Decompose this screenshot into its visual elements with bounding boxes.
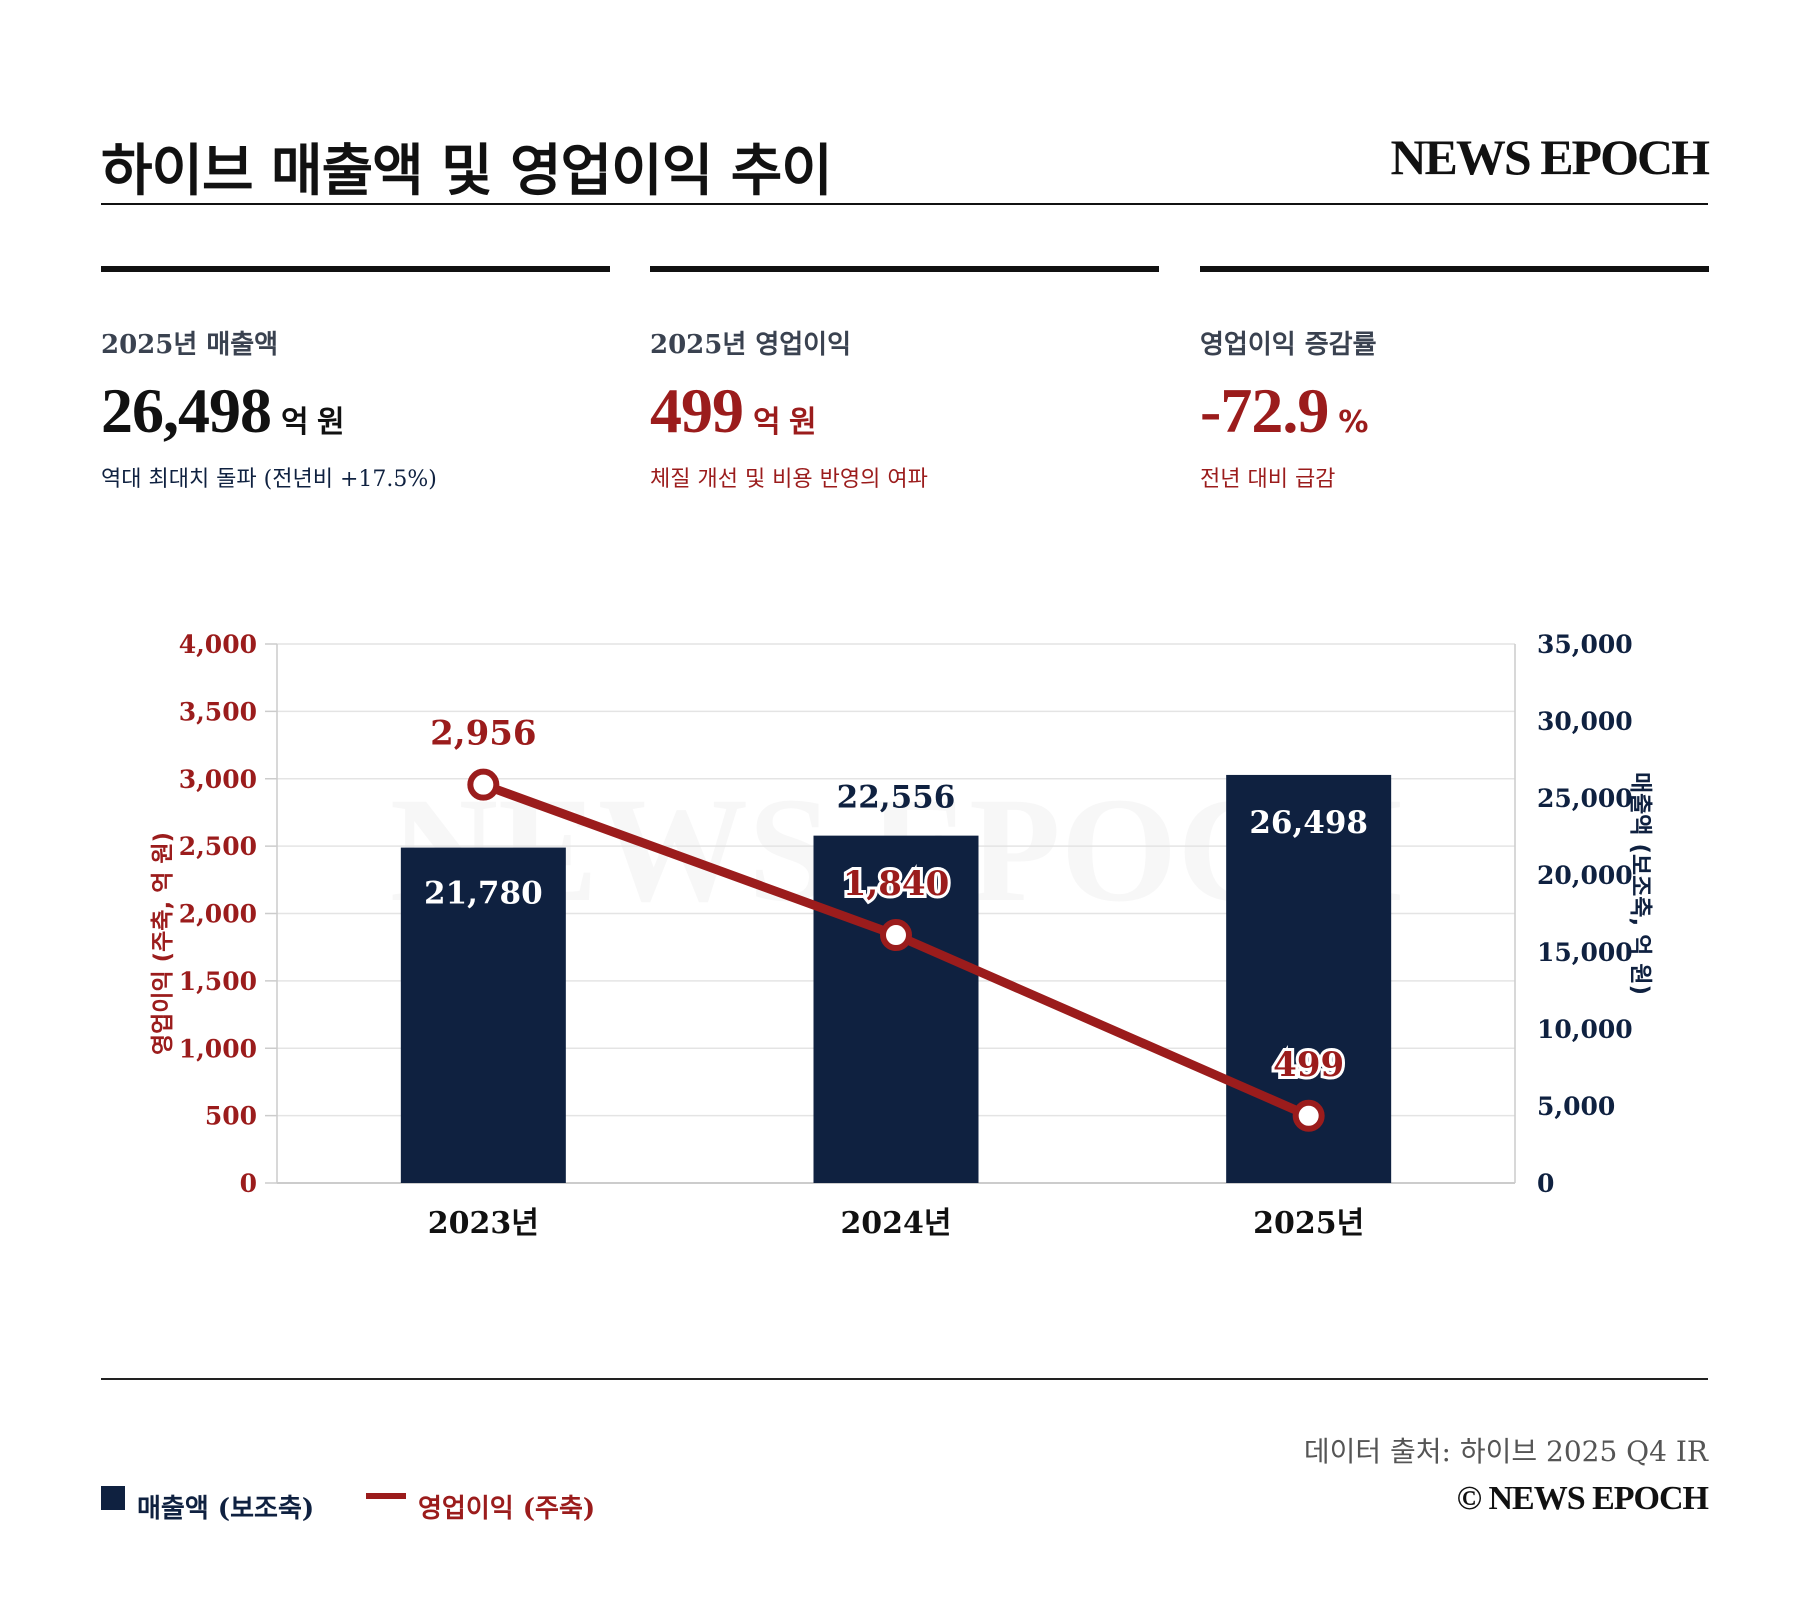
legend-label: 영업이익 (주축) bbox=[418, 1494, 596, 1524]
right-tick-label: 10,000 bbox=[1537, 1015, 1633, 1044]
combo-chart: NEWS EPOCH05001,0001,5002,0002,5003,0003… bbox=[150, 630, 1653, 1241]
stat-label: 2025년 영업이익 bbox=[650, 330, 852, 360]
stat-subtext: 전년 대비 급감 bbox=[1200, 467, 1336, 492]
profit-value-label: 499 bbox=[1273, 1045, 1344, 1085]
right-tick-label: 25,000 bbox=[1537, 784, 1633, 813]
stat-revenue: 2025년 매출액 26,498 억 원 역대 최대치 돌파 (전년비 +17.5… bbox=[101, 266, 610, 493]
stat-top-rule bbox=[101, 266, 610, 272]
left-tick-label: 2,000 bbox=[179, 900, 257, 929]
legend-item-profit: 영업이익 (주축) bbox=[366, 1488, 595, 1525]
left-tick-label: 4,000 bbox=[179, 630, 257, 659]
stat-number: -72.9 bbox=[1200, 375, 1329, 446]
bar-2023년 bbox=[400, 847, 566, 1183]
stat-change-rate: 영업이익 증감률 -72.9% 전년 대비 급감 bbox=[1200, 266, 1709, 493]
profit-point bbox=[880, 919, 912, 952]
page-title: 하이브 매출액 및 영업이익 추이 bbox=[101, 139, 833, 204]
right-tick-label: 5,000 bbox=[1537, 1092, 1615, 1121]
right-tick-label: 20,000 bbox=[1537, 861, 1633, 890]
left-tick-label: 0 bbox=[240, 1169, 257, 1198]
right-tick-label: 15,000 bbox=[1537, 938, 1633, 967]
stat-operating-profit: 2025년 영업이익 499 억 원 체질 개선 및 비용 반영의 여파 bbox=[650, 266, 1159, 493]
stat-top-rule bbox=[650, 266, 1159, 272]
stat-subtext: 체질 개선 및 비용 반영의 여파 bbox=[650, 467, 928, 492]
stat-label: 영업이익 증감률 bbox=[1200, 330, 1377, 360]
left-tick-label: 1,000 bbox=[179, 1034, 257, 1063]
x-tick-label: 2025년 bbox=[1253, 1206, 1364, 1241]
left-axis-title: 영업이익 (주축, 억 원) bbox=[150, 832, 176, 1055]
bar-value-label: 26,498 bbox=[1249, 805, 1368, 841]
bar-value-label: 21,780 bbox=[424, 876, 543, 912]
left-tick-label: 3,500 bbox=[179, 697, 257, 726]
legend-label: 매출액 (보조축) bbox=[137, 1494, 315, 1524]
left-tick-label: 1,500 bbox=[179, 967, 257, 996]
x-tick-label: 2024년 bbox=[840, 1206, 951, 1241]
bar-value-label: 22,556 bbox=[837, 780, 956, 816]
stat-value: 26,498 억 원 bbox=[101, 379, 610, 455]
left-tick-label: 2,500 bbox=[179, 832, 257, 861]
right-axis-title: 매출액 (보조축, 억 원) bbox=[1627, 772, 1653, 995]
footer-divider bbox=[101, 1378, 1708, 1380]
bar-2024년 bbox=[813, 835, 979, 1183]
left-tick-label: 500 bbox=[205, 1102, 257, 1131]
legend-item-revenue: 매출액 (보조축) bbox=[101, 1485, 315, 1525]
stat-value: 499 억 원 bbox=[650, 379, 1159, 455]
stat-unit: % bbox=[1338, 405, 1368, 440]
stat-value: -72.9% bbox=[1200, 379, 1709, 455]
stat-number: 26,498 bbox=[101, 375, 272, 446]
source-note: 데이터 출처: 하이브 2025 Q4 IR bbox=[1303, 1435, 1708, 1468]
right-tick-label: 30,000 bbox=[1537, 707, 1633, 736]
stat-unit: 억 원 bbox=[753, 405, 817, 440]
x-tick-label: 2023년 bbox=[428, 1206, 539, 1241]
header-divider bbox=[101, 203, 1708, 205]
left-tick-label: 3,000 bbox=[179, 765, 257, 794]
legend-swatch-bar bbox=[101, 1485, 125, 1510]
stat-number: 499 bbox=[650, 375, 744, 446]
legend-swatch-line bbox=[366, 1492, 406, 1499]
stat-label: 2025년 매출액 bbox=[101, 330, 279, 360]
profit-value-label: 1,840 bbox=[843, 864, 949, 904]
copyright: © NEWS EPOCH bbox=[1456, 1480, 1709, 1517]
profit-point bbox=[467, 768, 500, 801]
profit-point bbox=[1292, 1099, 1325, 1132]
profit-value-label: 2,956 bbox=[430, 714, 536, 754]
right-tick-label: 0 bbox=[1537, 1169, 1554, 1198]
stat-subtext: 역대 최대치 돌파 (전년비 +17.5%) bbox=[101, 467, 437, 492]
stat-top-rule bbox=[1200, 266, 1709, 272]
right-tick-label: 35,000 bbox=[1537, 630, 1633, 659]
brand-logo: NEWS EPOCH bbox=[1390, 129, 1710, 185]
stat-unit: 억 원 bbox=[281, 405, 345, 440]
